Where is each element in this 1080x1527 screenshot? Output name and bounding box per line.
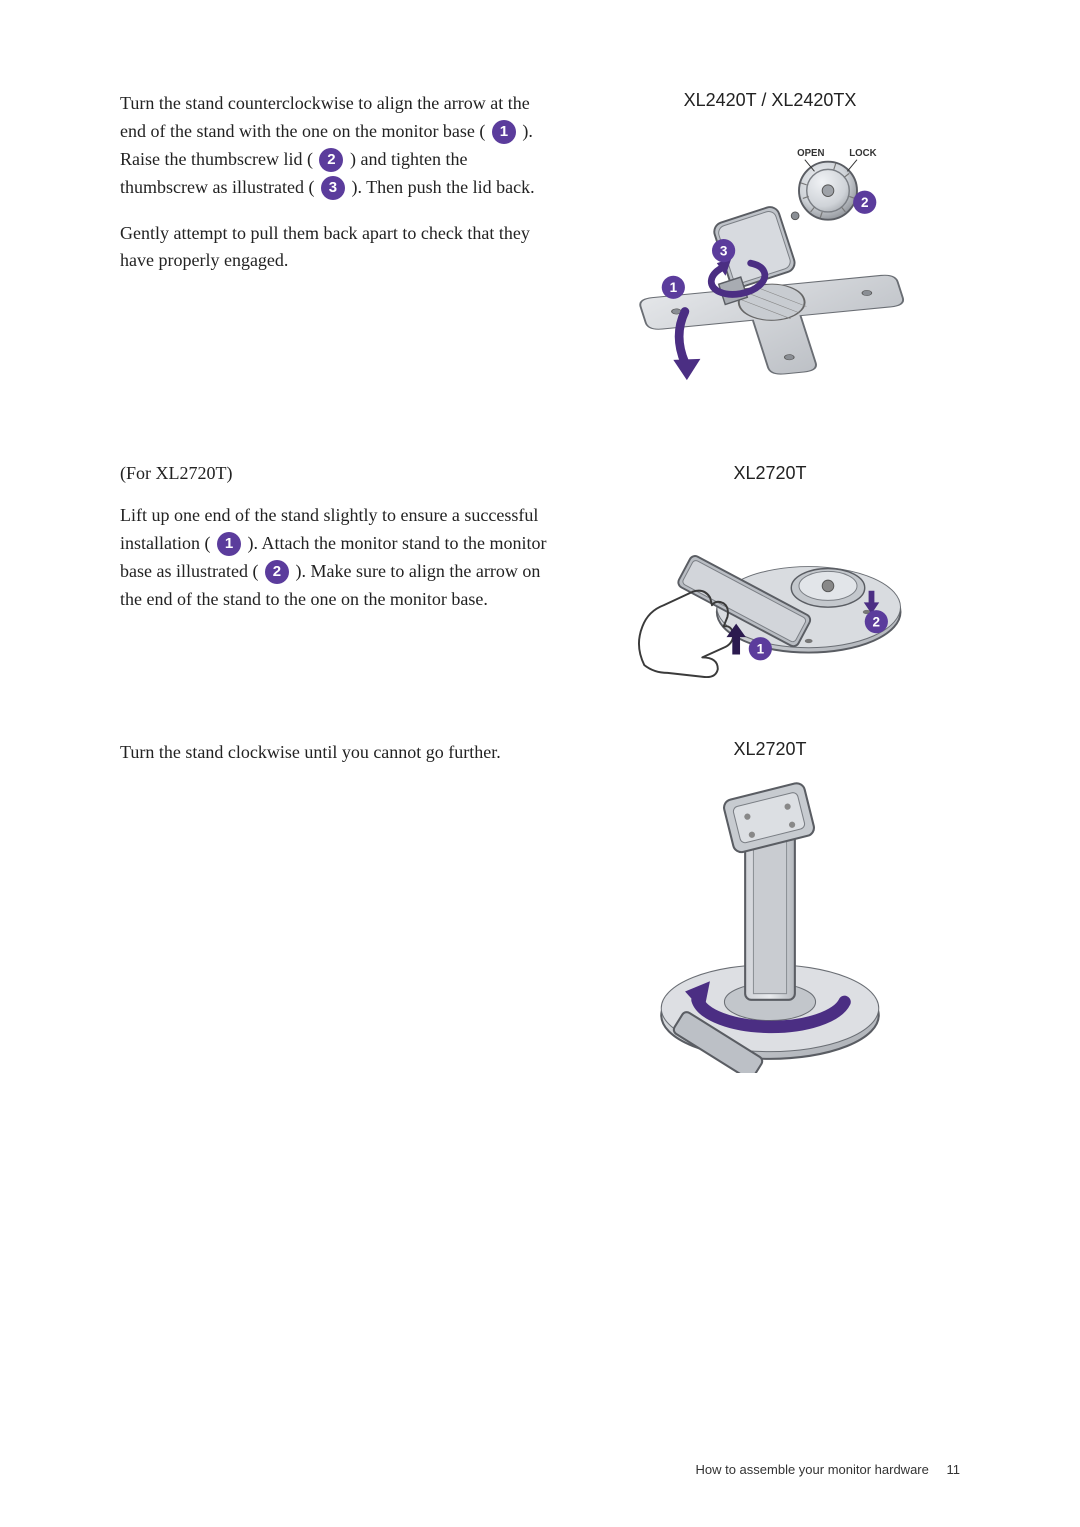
footer-page-number: 11 (947, 1462, 961, 1477)
page-footer: How to assemble your monitor hardware 11 (695, 1462, 960, 1477)
page-content: Turn the stand counterclockwise to align… (0, 0, 1080, 1183)
svg-text:1: 1 (670, 280, 678, 295)
section-1-text: Turn the stand counterclockwise to align… (120, 90, 550, 413)
illus-badge-2: 2 (865, 610, 888, 633)
section-3-para-1: Turn the stand clockwise until you canno… (120, 739, 550, 767)
badge-3-icon: 3 (321, 176, 345, 200)
open-label: OPEN (797, 148, 824, 159)
illus-badge-1: 1 (662, 276, 685, 299)
badge-2-icon: 2 (319, 148, 343, 172)
section-3-model-label: XL2720T (580, 739, 960, 760)
illustration-rotate-stand (625, 772, 915, 1072)
section-3-text: Turn the stand clockwise until you canno… (120, 739, 550, 1072)
section-2-image-col: XL2720T (580, 463, 960, 689)
section-1-para-2: Gently attempt to pull them back apart t… (120, 220, 550, 276)
svg-text:3: 3 (720, 243, 728, 258)
text-run: ). Then push the lid back. (351, 177, 534, 197)
section-2-para-1: Lift up one end of the stand slightly to… (120, 502, 550, 614)
illus-badge-2: 2 (853, 191, 876, 214)
badge-1-icon: 1 (492, 120, 516, 144)
svg-text:2: 2 (873, 614, 881, 629)
illus-badge-3: 3 (712, 239, 735, 262)
section-2-model-label: XL2720T (580, 463, 960, 484)
illustration-stand-base-1: OPEN LOCK 1 2 (625, 123, 915, 413)
section-1-model-label: XL2420T / XL2420TX (580, 90, 960, 111)
illus-badge-1: 1 (749, 637, 772, 660)
text-run: Turn the stand counterclockwise to align… (120, 93, 530, 141)
svg-text:1: 1 (757, 642, 765, 657)
section-1-image-col: XL2420T / XL2420TX (580, 90, 960, 413)
svg-text:2: 2 (861, 195, 869, 210)
footer-title: How to assemble your monitor hardware (695, 1462, 928, 1477)
section-1-para-1: Turn the stand counterclockwise to align… (120, 90, 550, 202)
section-3-image-col: XL2720T (580, 739, 960, 1072)
badge-1-icon: 1 (217, 532, 241, 556)
illustration-lift-stand: 1 2 (625, 496, 915, 689)
badge-2-icon: 2 (265, 560, 289, 584)
section-1: Turn the stand counterclockwise to align… (120, 90, 960, 413)
section-2-text: (For XL2720T) Lift up one end of the sta… (120, 463, 550, 689)
section-3: Turn the stand clockwise until you canno… (120, 739, 960, 1072)
lock-label: LOCK (849, 148, 876, 159)
section-2-subhead: (For XL2720T) (120, 463, 550, 484)
section-2: (For XL2720T) Lift up one end of the sta… (120, 463, 960, 689)
